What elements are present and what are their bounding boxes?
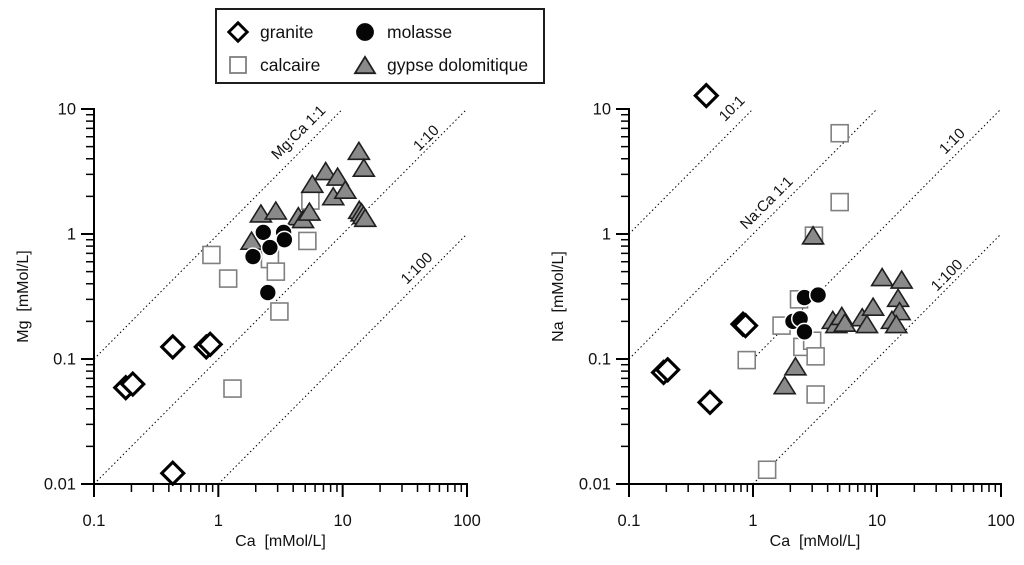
- gypse-dolomitique-point: [325, 166, 350, 186]
- gypse-dolomitique-point: [300, 173, 325, 194]
- calcaire-point: [830, 123, 849, 143]
- calcaire-point: [218, 269, 238, 288]
- circle-icon: [356, 23, 374, 41]
- calcaire-series: [737, 123, 849, 480]
- gypse-dolomitique-point: [861, 296, 886, 316]
- y-tick-label: 10: [58, 101, 76, 119]
- legend-label-calcaire: calcaire: [260, 54, 321, 75]
- gypse-dolomitique-point: [889, 269, 914, 289]
- molasse-series: [243, 223, 294, 302]
- gypse-dolomitique-point: [772, 375, 797, 395]
- square-icon: [229, 56, 247, 74]
- gypse-dolomitique-point: [263, 200, 288, 220]
- triangle-icon: [353, 55, 377, 75]
- y-tick-label: 1: [602, 226, 611, 244]
- ref-line-label: Na:Ca 1:1: [737, 173, 797, 233]
- x-axis-title: Ca [mMol/L]: [235, 533, 326, 550]
- x-tick-label: 10: [868, 512, 886, 530]
- granite-point: [732, 312, 759, 339]
- calcaire-point: [298, 231, 317, 251]
- y-axis-title: Mg [mMol/L]: [15, 250, 32, 342]
- granite-point: [693, 82, 720, 109]
- granite-series: [650, 82, 759, 416]
- legend-label-gypse: gypse dolomitique: [387, 54, 529, 75]
- molasse-series: [783, 285, 828, 341]
- molasse-point: [795, 322, 814, 341]
- gypse-dolomitique-point: [297, 201, 322, 221]
- molasse-point: [808, 285, 828, 305]
- y-tick-label: 1: [67, 226, 76, 244]
- ref-line-label: 1:10: [936, 125, 969, 158]
- x-tick-label: 1: [748, 512, 757, 530]
- legend-item-molasse: molasse: [353, 20, 452, 44]
- gypse-dolomitique-point: [313, 161, 338, 181]
- granite-point: [119, 370, 146, 398]
- calcaire-point: [223, 379, 242, 398]
- ref-line: [628, 108, 878, 360]
- y-tick-label: 0.01: [579, 476, 611, 494]
- gypse-dolomitique-series: [239, 140, 378, 250]
- ref-line: [752, 233, 1002, 485]
- molasse-point: [275, 230, 294, 249]
- x-tick-label: 10: [333, 512, 351, 530]
- calcaire-point: [270, 302, 289, 321]
- calcaire-point: [266, 262, 286, 281]
- x-tick-label: 0.1: [618, 512, 641, 530]
- gypse-dolomitique-point: [333, 179, 358, 199]
- gypse-dolomitique-point: [783, 356, 808, 376]
- granite-point: [654, 356, 681, 383]
- legend-item-gypse: gypse dolomitique: [353, 53, 528, 77]
- granite-point: [159, 460, 186, 487]
- diamond-icon: [226, 20, 250, 44]
- ref-line: [217, 233, 468, 485]
- gypse-dolomitique-point: [884, 314, 909, 334]
- y-tick-label: 0.01: [44, 476, 76, 494]
- calcaire-point: [806, 347, 825, 366]
- x-tick-label: 1: [214, 512, 223, 530]
- gypse-dolomitique-point: [351, 157, 376, 177]
- granite-series: [112, 331, 224, 487]
- legend-item-granite: granite: [226, 20, 314, 44]
- gypse-dolomitique-point: [870, 267, 895, 287]
- granite-point: [159, 333, 186, 361]
- gypse-dolomitique-point: [801, 225, 825, 245]
- ref-line-label: 10:1: [716, 92, 749, 125]
- calcaire-point: [830, 192, 849, 212]
- calcaire-point: [806, 385, 825, 404]
- calcaire-point: [737, 350, 757, 370]
- y-tick-label: 0.1: [588, 351, 611, 369]
- legend-label-granite: granite: [260, 21, 314, 42]
- gypse-dolomitique-point: [346, 140, 371, 161]
- calcaire-point: [757, 460, 777, 480]
- molasse-point: [243, 247, 263, 266]
- x-tick-label: 100: [453, 512, 481, 530]
- molasse-point: [254, 223, 273, 242]
- calcaire-point: [202, 245, 221, 265]
- legend-item-calcaire: calcaire: [226, 53, 320, 77]
- x-tick-label: 100: [987, 512, 1015, 530]
- y-axis-title: Na [mMol/L]: [550, 251, 567, 342]
- y-tick-label: 0.1: [53, 351, 76, 369]
- legend-label-molasse: molasse: [387, 21, 453, 42]
- y-tick-label: 10: [593, 101, 611, 119]
- granite-point: [196, 331, 224, 358]
- molasse-point: [260, 238, 280, 257]
- molasse-point: [258, 283, 277, 302]
- gypse-dolomitique-series: [772, 225, 914, 395]
- ref-line: [93, 108, 344, 360]
- gypse-dolomitique-point: [855, 314, 879, 334]
- gypse-dolomitique-point: [353, 207, 378, 228]
- ref-line: [628, 108, 754, 235]
- x-tick-label: 0.1: [83, 512, 106, 530]
- legend: granite molasse calcaire gypse dolomitiq…: [215, 8, 545, 84]
- granite-point: [696, 389, 724, 416]
- gypse-dolomitique-point: [832, 312, 857, 332]
- x-axis-title: Ca [mMol/L]: [770, 533, 861, 550]
